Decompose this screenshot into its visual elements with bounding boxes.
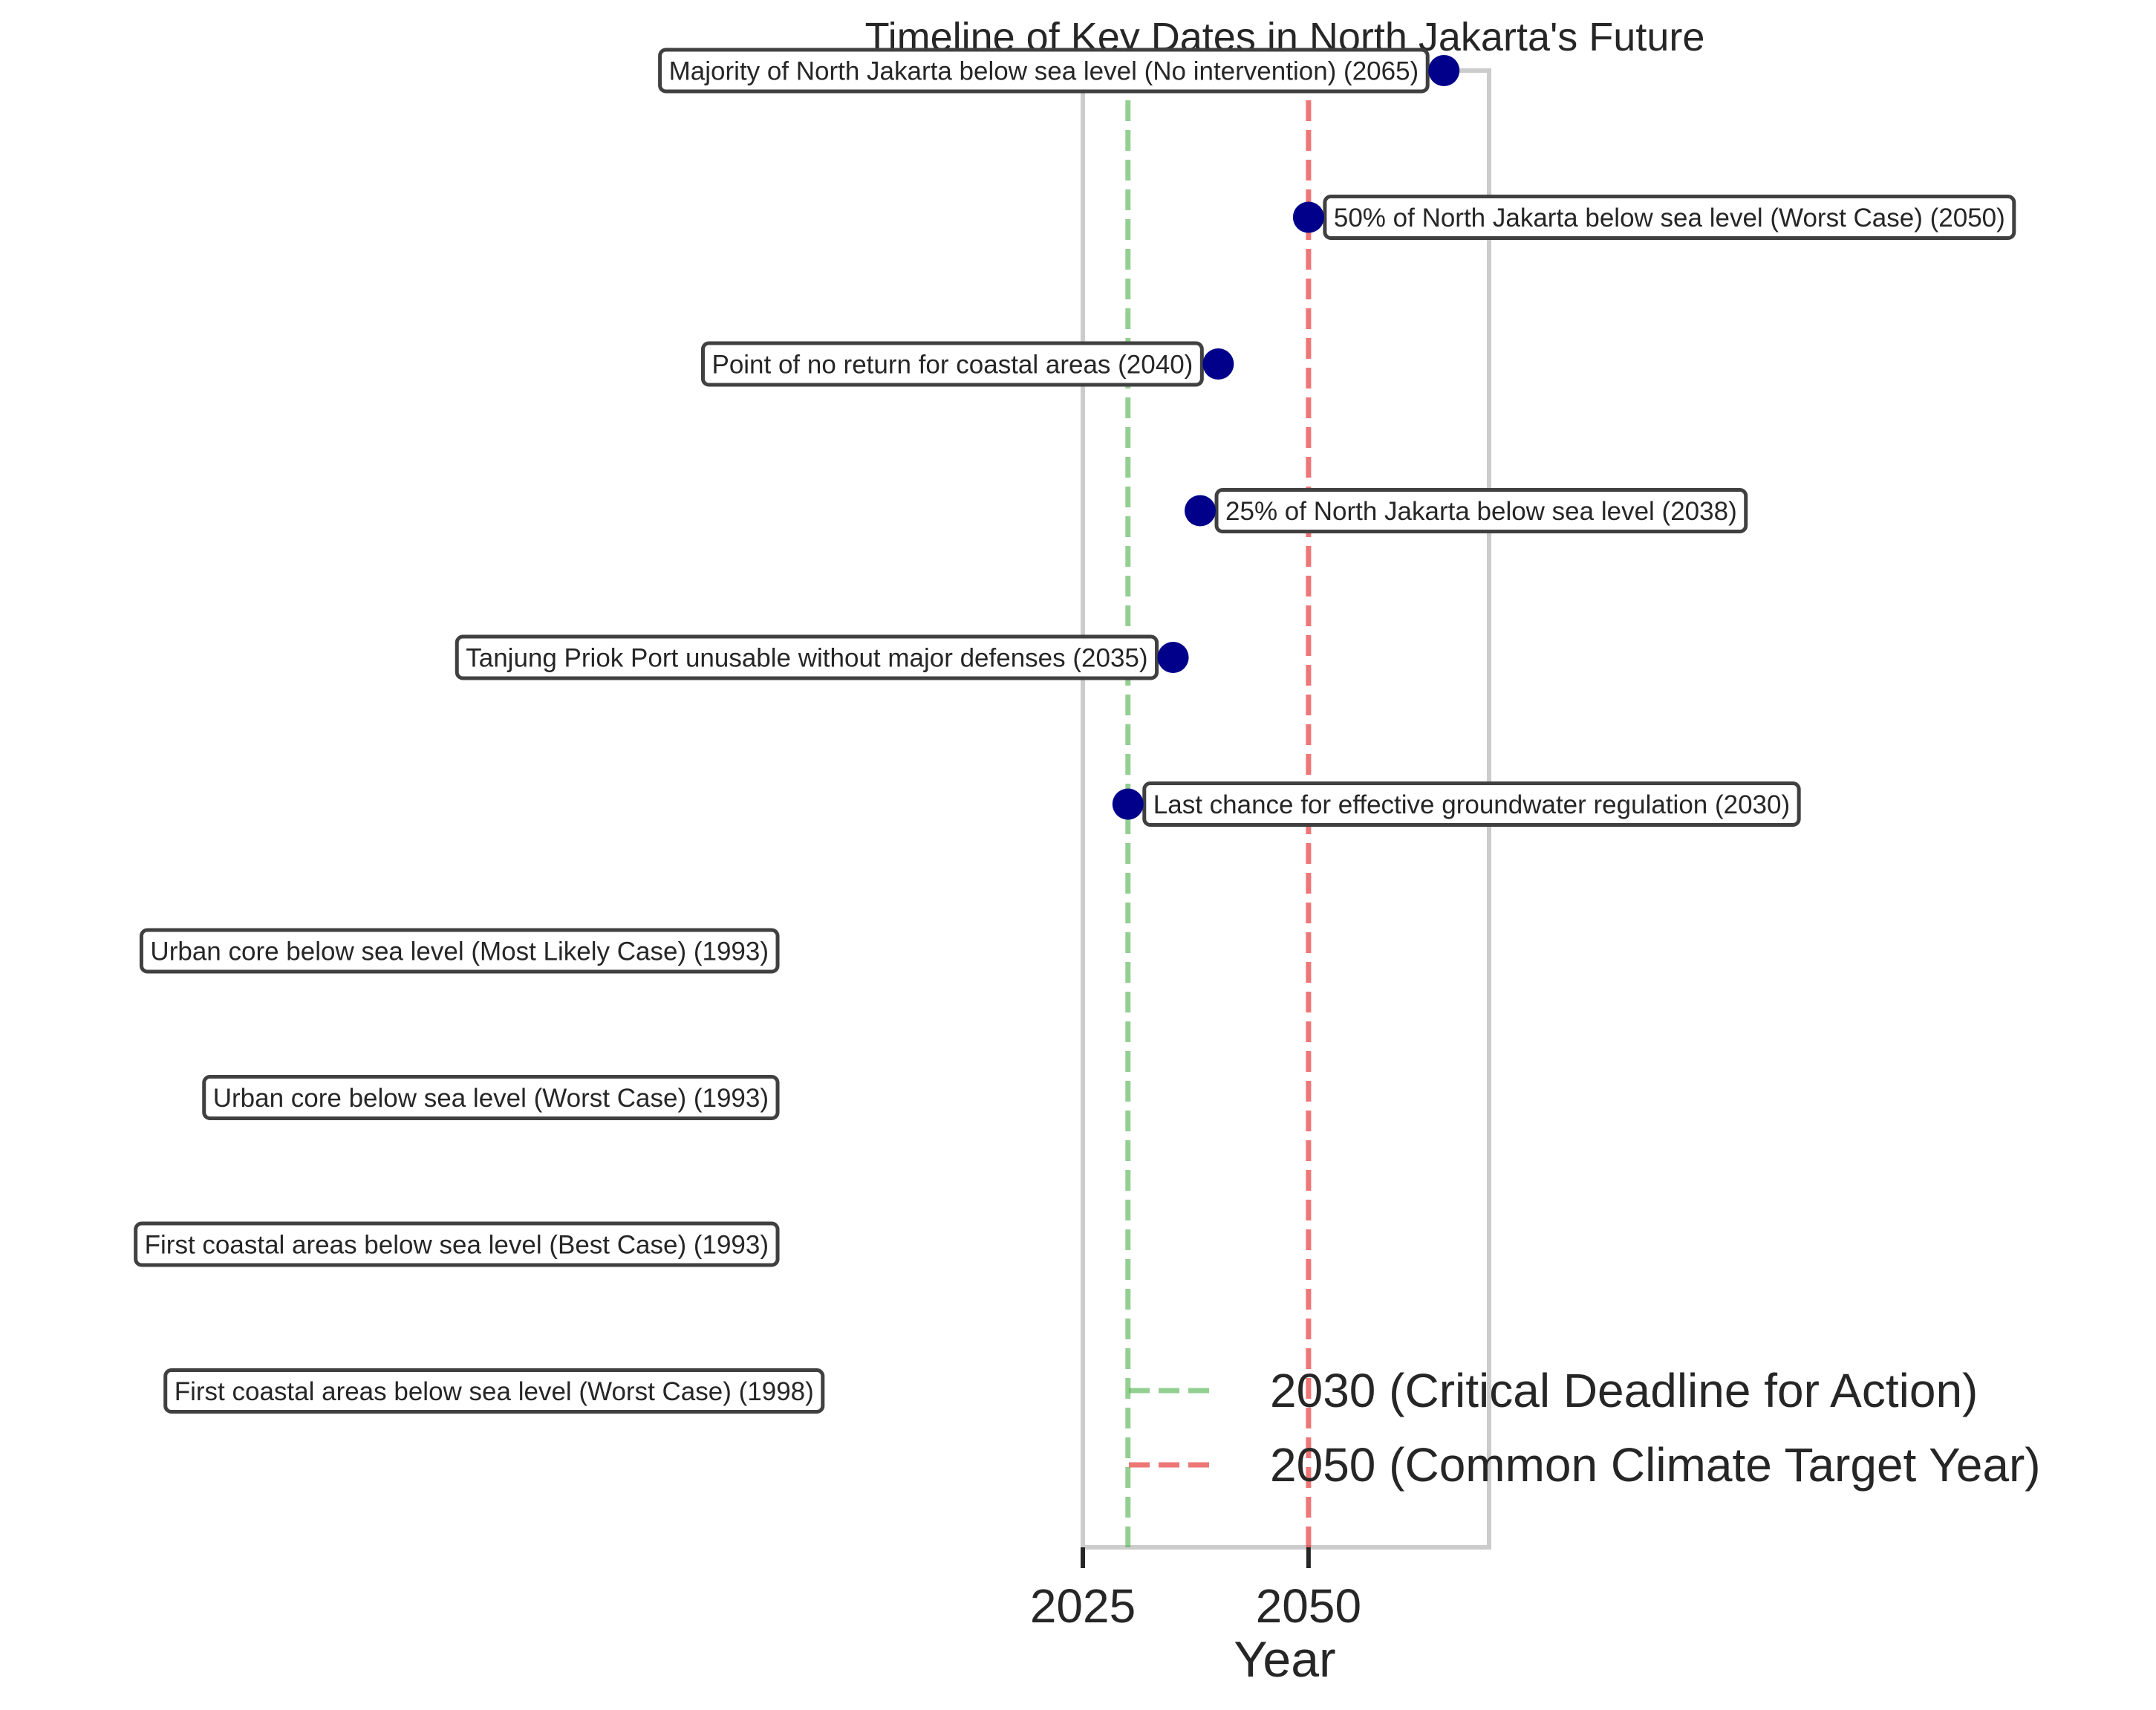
event-annotation: First coastal areas below sea level (Bes… xyxy=(134,1221,780,1267)
annotation-box xyxy=(163,1368,825,1414)
event-annotation: 25% of North Jakarta below sea level (20… xyxy=(1214,488,1748,533)
event-marker xyxy=(1112,788,1144,820)
event-marker xyxy=(1292,201,1324,233)
event-marker xyxy=(1202,348,1234,380)
event-annotation: 50% of North Jakarta below sea level (Wo… xyxy=(1323,195,2016,240)
legend-label-2030: 2030 (Critical Deadline for Action) xyxy=(1270,1364,1978,1417)
annotation-label: Majority of North Jakarta below sea leve… xyxy=(669,57,1419,86)
annotation-label: 25% of North Jakarta below sea level (20… xyxy=(1225,497,1737,526)
reference-lines xyxy=(1125,71,1312,1547)
annotation-box xyxy=(700,341,1204,387)
event-annotation: First coastal areas below sea level (Wor… xyxy=(163,1368,825,1414)
annotation-box xyxy=(202,1075,780,1120)
x-tick-label-2025: 2025 xyxy=(1030,1579,1136,1633)
event-annotation: Majority of North Jakarta below sea leve… xyxy=(658,48,1430,94)
annotation-label: 50% of North Jakarta below sea level (Wo… xyxy=(1334,204,2005,233)
event-annotation: Point of no return for coastal areas (20… xyxy=(700,341,1204,387)
annotation-label: Point of no return for coastal areas (20… xyxy=(711,351,1193,380)
event-marker xyxy=(1428,55,1460,86)
event-annotation: Urban core below sea level (Worst Case) … xyxy=(202,1075,780,1120)
legend: 2030 (Critical Deadline for Action) 2050 … xyxy=(1129,1364,2041,1492)
timeline-events: First coastal areas below sea level (Wor… xyxy=(134,48,2016,1414)
annotation-box xyxy=(455,634,1159,680)
annotation-label: Urban core below sea level (Most Likely … xyxy=(150,937,769,966)
x-axis: 2025 2050 xyxy=(1030,1547,1361,1633)
event-marker xyxy=(1185,495,1217,527)
annotation-box xyxy=(658,48,1430,94)
event-annotation: Urban core below sea level (Most Likely … xyxy=(139,928,780,974)
annotation-label: First coastal areas below sea level (Bes… xyxy=(145,1231,769,1260)
annotation-box xyxy=(139,928,780,974)
annotation-label: Last chance for effective groundwater re… xyxy=(1153,790,1790,819)
event-marker xyxy=(1157,642,1189,673)
annotation-box xyxy=(1214,488,1748,533)
event-annotation: Last chance for effective groundwater re… xyxy=(1142,781,1801,827)
annotation-label: First coastal areas below sea level (Wor… xyxy=(175,1377,814,1406)
x-tick-label-2050: 2050 xyxy=(1256,1579,1361,1633)
annotation-label: Urban core below sea level (Worst Case) … xyxy=(213,1084,769,1113)
event-annotation: Tanjung Priok Port unusable without majo… xyxy=(455,634,1159,680)
annotation-box xyxy=(1323,195,2016,240)
annotation-label: Tanjung Priok Port unusable without majo… xyxy=(466,644,1147,673)
legend-label-2050: 2050 (Common Climate Target Year) xyxy=(1270,1438,2041,1492)
annotation-box xyxy=(134,1221,780,1267)
x-axis-label: Year xyxy=(1234,1631,1335,1688)
annotation-box xyxy=(1142,781,1801,827)
